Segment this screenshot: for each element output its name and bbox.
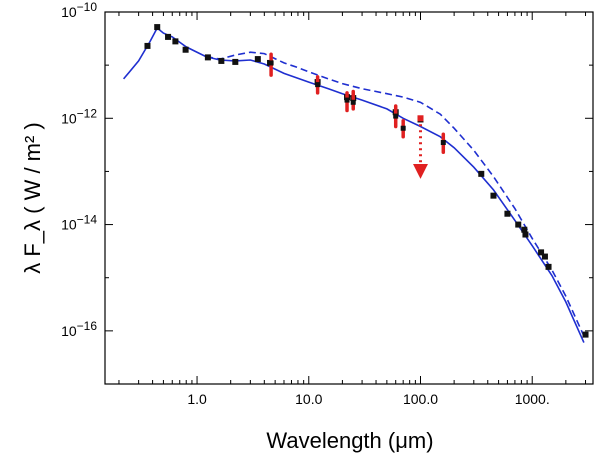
error-bar-points (268, 52, 446, 154)
photometry-point (521, 226, 528, 233)
x-tick-label: 1.0 (187, 391, 207, 407)
series-line-solid (122, 26, 585, 343)
y-axis-title: λ F_λ ( W / m² ) (20, 122, 45, 274)
y-tick-label: 10−10 (61, 0, 97, 20)
photometry-point (522, 231, 529, 238)
error-point-marker (393, 113, 399, 119)
photometry-point (541, 253, 548, 260)
upper-limit (412, 115, 428, 179)
photometry-point (478, 170, 485, 177)
y-axis-ticks: 10−16 10−14 10−12 10−10 (61, 0, 593, 385)
photometry-point (515, 221, 522, 228)
y-tick-label: 10−12 (61, 106, 97, 126)
error-point-marker (350, 99, 356, 105)
x-tick-label: 10.0 (295, 391, 322, 407)
error-point-marker (440, 140, 446, 146)
photometry-point (490, 192, 497, 199)
x-tick-label: 1000. (515, 391, 550, 407)
photometry-point (204, 54, 211, 61)
x-axis-title: Wavelength (μm) (266, 428, 433, 453)
photometry-point (154, 24, 161, 31)
photometry-point (182, 46, 189, 53)
photometry-point (538, 249, 545, 256)
photometry-point (144, 42, 151, 49)
series-line-dashed (205, 51, 585, 337)
photometry-point (218, 57, 225, 64)
y-tick-label: 10−16 (61, 319, 97, 339)
photometry-point (232, 58, 239, 65)
photometry-point (254, 56, 261, 63)
photometry-point (172, 38, 179, 45)
model-curves (122, 26, 585, 343)
photometry-point (165, 33, 172, 40)
x-tick-label: 100.0 (403, 391, 438, 407)
plot-frame (104, 11, 594, 385)
error-point-marker (400, 125, 406, 131)
error-point-marker (268, 60, 274, 66)
y-tick-label: 10−14 (61, 213, 97, 233)
x-axis-ticks: 1.0 10.0 100.0 1000. (118, 12, 587, 407)
upper-limit-marker (417, 115, 424, 122)
error-point-marker (315, 82, 321, 88)
error-point-marker (344, 97, 350, 103)
photometry-points (144, 24, 589, 338)
photometry-point (545, 263, 552, 270)
photometry-point (582, 331, 589, 338)
photometry-point (504, 210, 511, 217)
